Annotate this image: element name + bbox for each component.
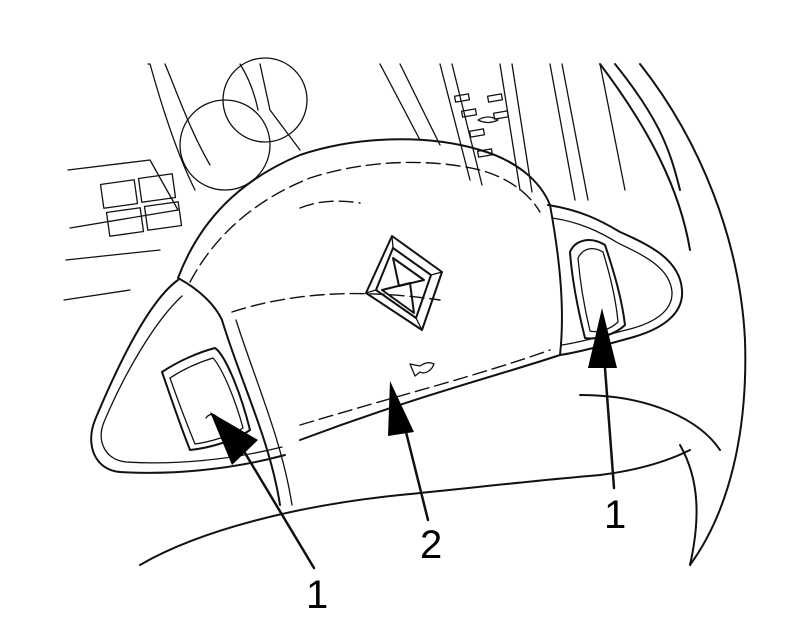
- steering-wheel-rim: [139, 63, 747, 566]
- callout-leader-center: [388, 381, 430, 522]
- callout-label-right: 1: [604, 493, 626, 537]
- horn-icon: [409, 362, 435, 377]
- dashboard-background: [63, 57, 626, 301]
- callout-label-center: 2: [420, 523, 442, 567]
- callout-label-left: 1: [306, 573, 328, 617]
- center-pad: [177, 138, 563, 506]
- callout-leader-right: [588, 308, 617, 490]
- callout-leader-left: [210, 412, 316, 570]
- right-button[interactable]: [569, 239, 626, 340]
- diamond-logo-icon: [365, 235, 443, 331]
- keypad: [99, 173, 183, 237]
- left-spoke: [90, 279, 286, 474]
- vent-slots: [453, 93, 510, 158]
